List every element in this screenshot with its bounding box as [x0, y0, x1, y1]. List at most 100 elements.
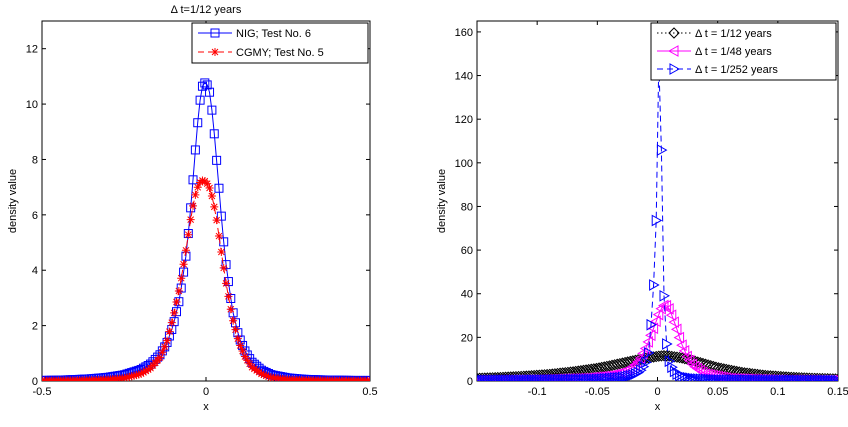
data-point: [677, 370, 689, 381]
data-point: [257, 369, 266, 378]
data-point: [127, 372, 136, 381]
data-point: [589, 373, 600, 381]
data-point: [830, 374, 838, 381]
data-point: [673, 331, 685, 344]
data-point: [177, 274, 186, 283]
y-tick-label: 100: [455, 158, 473, 170]
data-point: [660, 350, 673, 362]
data-point: [485, 374, 497, 381]
data-point: [366, 376, 370, 381]
data-point: [240, 352, 249, 361]
data-point: [573, 373, 585, 381]
data-point: [693, 373, 704, 381]
y-axis-label: density value: [7, 169, 19, 233]
y-tick-label: 8: [32, 154, 38, 166]
data-point: [716, 374, 728, 381]
data-point: [186, 215, 195, 224]
data-point: [688, 372, 699, 381]
data-point: [686, 358, 698, 371]
data-point: [565, 373, 577, 381]
data-point: [719, 374, 730, 381]
data-point: [160, 342, 169, 351]
data-point: [721, 374, 733, 381]
data-point: [786, 374, 798, 381]
legend-entry: Δ t = 1/252 years: [657, 63, 778, 76]
data-point: [638, 360, 650, 373]
data-point: [740, 374, 751, 381]
data-point: [264, 372, 273, 381]
x-axis-label: x: [203, 401, 209, 413]
data-point: [542, 374, 554, 381]
data-point: [776, 374, 787, 381]
data-point: [524, 374, 535, 381]
chart-title: Δ t=1/12 years: [171, 4, 242, 16]
data-point: [752, 374, 764, 381]
data-point: [527, 374, 538, 381]
data-point: [174, 287, 183, 296]
legend-marker: [668, 27, 680, 39]
legend-box: [191, 22, 369, 64]
data-point: [742, 374, 754, 381]
legend-label: Δ t = 1/252 years: [695, 64, 778, 76]
data-point: [529, 374, 541, 381]
data-point: [203, 179, 212, 188]
data-point: [678, 345, 690, 357]
plot-series: [477, 55, 838, 381]
data-point: [245, 359, 254, 368]
data-point: [198, 176, 207, 185]
data-point: [698, 373, 709, 381]
data-point: [155, 353, 164, 362]
data-point: [652, 308, 664, 321]
data-point: [144, 365, 153, 374]
x-tick-label: 0.05: [707, 386, 728, 398]
data-point: [657, 299, 669, 312]
data-point: [550, 374, 561, 381]
data-point: [680, 371, 691, 381]
data-point: [637, 347, 648, 360]
data-point: [685, 372, 696, 381]
x-tick-label: -0.1: [528, 386, 547, 398]
data-point: [703, 373, 715, 381]
data-point: [207, 191, 216, 200]
data-point: [755, 374, 767, 381]
data-point: [610, 372, 621, 381]
data-point: [669, 365, 681, 378]
data-point: [642, 336, 653, 348]
data-point: [602, 372, 613, 381]
y-tick-label: 20: [461, 332, 473, 344]
data-point: [537, 374, 548, 381]
data-point: [581, 373, 593, 381]
data-point: [238, 346, 247, 355]
data-point: [578, 373, 590, 381]
data-point: [540, 374, 551, 381]
y-tick-label: 140: [455, 71, 473, 83]
data-point: [797, 374, 808, 381]
data-point: [130, 371, 139, 380]
data-point: [534, 374, 546, 381]
data-point: [205, 184, 214, 193]
series-3: [477, 55, 838, 381]
data-point: [190, 145, 200, 155]
data-point: [734, 374, 746, 381]
data-point: [219, 263, 228, 272]
data-point: [193, 183, 202, 192]
data-point: [568, 373, 580, 381]
data-point: [167, 318, 176, 327]
data-point: [650, 315, 661, 328]
x-tick-label: 0: [203, 386, 209, 398]
x-tick-label: 0.1: [770, 386, 785, 398]
data-point: [519, 374, 530, 381]
data-point: [221, 260, 231, 270]
legend-label: Δ t = 1/12 years: [695, 28, 772, 40]
data-point: [653, 350, 665, 362]
data-point: [794, 374, 806, 381]
data-point: [195, 95, 205, 105]
data-point: [216, 211, 226, 221]
legend-marker: [667, 45, 679, 57]
data-point: [141, 367, 150, 376]
data-point: [802, 374, 813, 381]
data-point: [584, 373, 595, 381]
data-point: [482, 374, 494, 381]
data-point: [205, 87, 215, 97]
data-point: [817, 374, 829, 381]
